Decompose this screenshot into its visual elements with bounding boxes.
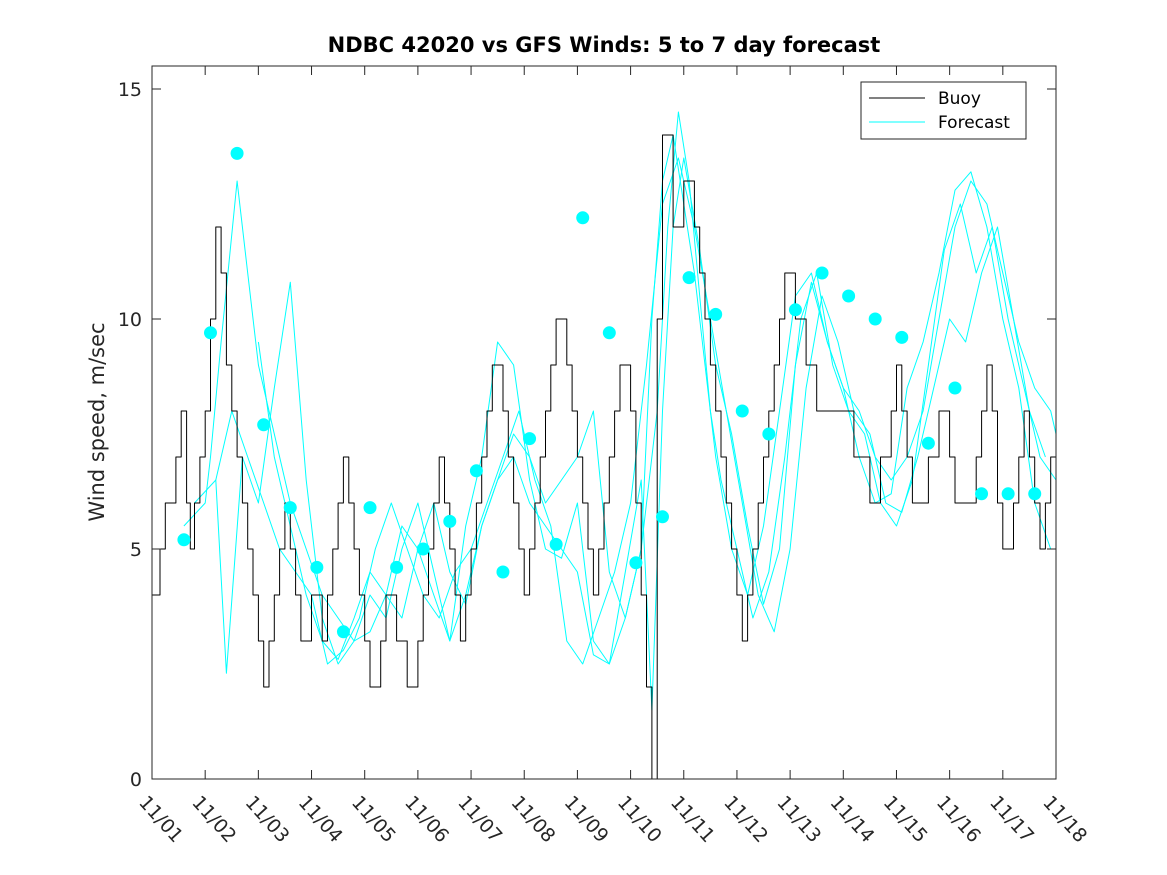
y-tick-label: 10 bbox=[118, 309, 142, 331]
forecast-marker bbox=[975, 487, 989, 501]
forecast-marker bbox=[203, 326, 217, 340]
y-axis: 0 5 10 15 bbox=[118, 79, 1056, 791]
x-tick-label: 11/09 bbox=[560, 792, 613, 847]
forecast-marker bbox=[735, 404, 749, 418]
forecast-marker bbox=[762, 427, 776, 441]
y-tick-label: 5 bbox=[130, 539, 142, 561]
x-tick-label: 11/04 bbox=[294, 792, 347, 847]
forecast-marker bbox=[416, 542, 430, 556]
forecast-marker bbox=[283, 501, 297, 515]
forecast-marker bbox=[602, 326, 616, 340]
legend-label-forecast: Forecast bbox=[938, 113, 1010, 133]
x-tick-label: 11/02 bbox=[187, 792, 240, 847]
x-tick-label: 11/06 bbox=[400, 792, 453, 847]
forecast-marker bbox=[336, 625, 350, 639]
plot-area bbox=[152, 66, 1056, 779]
forecast-marker bbox=[390, 560, 404, 574]
forecast-marker bbox=[469, 464, 483, 478]
x-tick-label: 11/15 bbox=[879, 792, 932, 847]
legend: Buoy Forecast bbox=[860, 81, 1027, 140]
y-tick-label: 0 bbox=[130, 769, 142, 791]
x-tick-label: 11/01 bbox=[134, 792, 187, 847]
x-tick-label: 11/12 bbox=[719, 792, 772, 847]
forecast-marker bbox=[709, 307, 723, 321]
forecast-marker bbox=[921, 436, 935, 450]
forecast-marker bbox=[1001, 487, 1015, 501]
forecast-marker bbox=[177, 533, 191, 547]
legend-label-buoy: Buoy bbox=[938, 89, 981, 109]
markers-layer bbox=[177, 146, 1042, 639]
forecast-marker bbox=[549, 537, 563, 551]
x-tick-label: 11/11 bbox=[666, 792, 719, 847]
forecast-marker bbox=[788, 303, 802, 317]
x-tick-label: 11/16 bbox=[932, 792, 985, 847]
forecast-marker bbox=[815, 266, 829, 280]
x-tick-label: 11/08 bbox=[507, 792, 560, 847]
forecast-marker bbox=[257, 418, 271, 432]
forecast-marker bbox=[629, 556, 643, 570]
forecast-marker bbox=[895, 330, 909, 344]
x-tick-label: 11/10 bbox=[613, 792, 666, 847]
forecast-marker bbox=[310, 560, 324, 574]
forecast-marker bbox=[523, 432, 537, 446]
forecast-marker bbox=[655, 510, 669, 524]
forecast-marker bbox=[682, 271, 696, 285]
plot-frame bbox=[151, 65, 1057, 780]
forecast-marker bbox=[230, 146, 244, 160]
forecast-series-line bbox=[215, 157, 1046, 665]
forecast-marker bbox=[948, 381, 962, 395]
forecast-marker bbox=[496, 565, 510, 579]
x-tick-label: 11/17 bbox=[985, 792, 1038, 847]
forecast-marker bbox=[576, 211, 590, 225]
forecast-marker bbox=[1028, 487, 1042, 501]
y-axis-label: Wind speed, m/sec bbox=[85, 322, 109, 521]
forecast-marker bbox=[868, 312, 882, 326]
x-tick-label: 11/13 bbox=[772, 792, 825, 847]
x-tick-label: 11/05 bbox=[347, 792, 400, 847]
y-tick-label: 15 bbox=[118, 79, 142, 101]
series-layer bbox=[152, 111, 1057, 780]
x-tick-label: 11/07 bbox=[453, 792, 506, 847]
legend-box bbox=[860, 81, 1027, 140]
x-tick-label: 11/18 bbox=[1038, 792, 1091, 847]
forecast-marker bbox=[363, 501, 377, 515]
x-tick-label: 11/14 bbox=[826, 792, 879, 847]
forecast-marker bbox=[842, 289, 856, 303]
x-tick-label: 11/03 bbox=[241, 792, 294, 847]
forecast-marker bbox=[443, 514, 457, 528]
chart-title: NDBC 42020 vs GFS Winds: 5 to 7 day fore… bbox=[328, 33, 881, 57]
